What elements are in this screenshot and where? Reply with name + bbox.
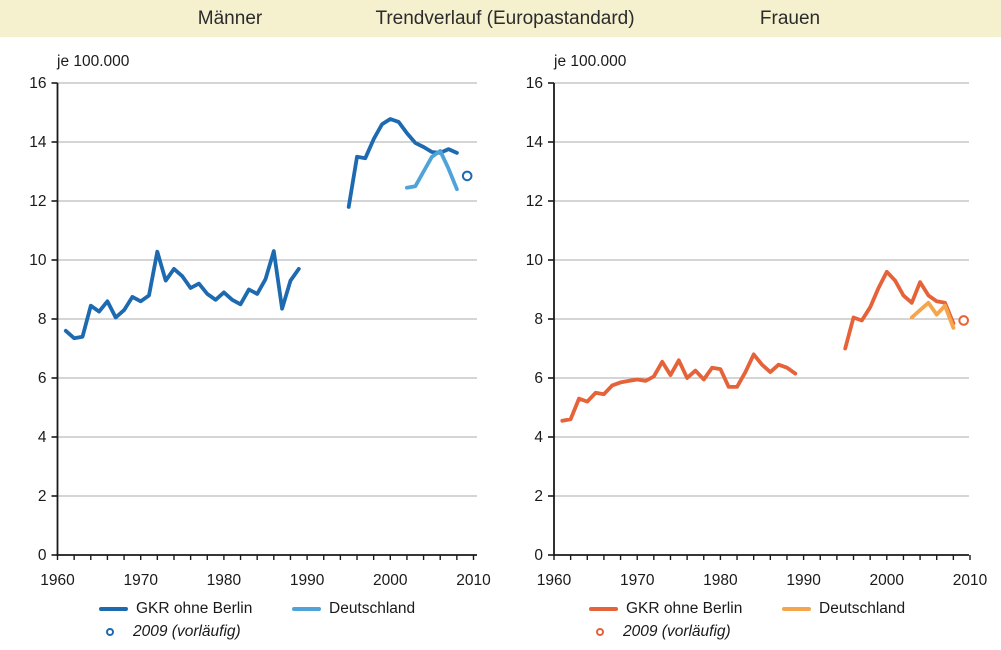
men-ytick-label: 4	[38, 429, 47, 446]
men-panel-title: Männer	[197, 8, 263, 29]
men-xtick-label: 2000	[373, 572, 408, 589]
women-xtick-label: 1970	[620, 572, 655, 589]
women-ytick-label: 16	[526, 75, 543, 92]
women-legend-provisional-label: 2009 (vorläufig)	[623, 623, 731, 640]
women-chart: 0 2 4 6 8 10 12 14 16 1960 1970 1980 1990 2000 2010	[526, 75, 988, 589]
women-ytick-label: 12	[526, 193, 543, 210]
gkr-line-swatch-icon	[589, 606, 618, 612]
men-y-axis-unit-label: je 100.000	[57, 53, 130, 70]
men-xtick-label: 1960	[40, 572, 75, 589]
open-circle-icon	[106, 628, 114, 636]
men-ytick-label: 14	[29, 134, 47, 151]
women-provisional-2009-marker	[958, 315, 969, 326]
men-xtick-label: 1980	[207, 572, 242, 589]
men-chart: 0 2 4 6 8 10 12 14 16 1960 1970 1980 1990 2000 2010	[29, 75, 491, 589]
women-legend-deutschland: Deutschland	[782, 600, 906, 617]
men-ytick-label: 2	[38, 488, 47, 505]
women-y-axis-unit-label: je 100.000	[554, 53, 627, 70]
women-gridlines	[554, 82, 969, 497]
deutschland-line-swatch-icon	[292, 606, 321, 612]
open-circle-icon	[596, 628, 604, 636]
men-ytick-label: 0	[38, 547, 47, 564]
men-ytick-label: 12	[29, 193, 46, 210]
women-ytick-label: 2	[534, 488, 543, 505]
deutschland-line-swatch-icon	[782, 606, 811, 612]
women-xtick-label: 1980	[703, 572, 738, 589]
men-gridlines	[57, 82, 477, 497]
men-legend-provisional: 2009 (vorläufig)	[99, 623, 241, 640]
women-gkr-line	[560, 352, 798, 423]
women-axes: 0 2 4 6 8 10 12 14 16 1960 1970 1980 1990 2000 2010	[526, 75, 988, 589]
men-deutschland-line	[404, 148, 459, 192]
header-band: Männer Trendverlauf (Europastandard) Fra…	[0, 0, 1001, 37]
women-panel-title: Frauen	[759, 8, 821, 29]
men-gkr-line	[346, 117, 459, 209]
men-legend-provisional-label: 2009 (vorläufig)	[133, 623, 241, 640]
women-ytick-label: 6	[534, 370, 543, 387]
men-gkr-line	[63, 249, 301, 341]
women-xtick-label: 1990	[786, 572, 821, 589]
gkr-line-swatch-icon	[99, 606, 128, 612]
men-provisional-2009-marker	[461, 170, 473, 182]
men-legend-deutschland: Deutschland	[292, 600, 416, 617]
women-gkr-line	[843, 269, 956, 351]
women-xtick-label: 1960	[537, 572, 572, 589]
men-axes: 0 2 4 6 8 10 12 14 16 1960 1970 1980 1990 2000 2010	[29, 75, 491, 589]
men-xtick-label: 2010	[456, 572, 491, 589]
women-legend-deutschland-label: Deutschland	[819, 600, 906, 617]
women-legend-gkr: GKR ohne Berlin	[589, 600, 743, 617]
men-legend-gkr: GKR ohne Berlin	[99, 600, 253, 617]
women-ytick-label: 10	[526, 252, 544, 269]
women-xtick-label: 2000	[870, 572, 905, 589]
men-ytick-label: 6	[38, 370, 47, 387]
men-ytick-label: 8	[38, 311, 47, 328]
women-ytick-label: 4	[534, 429, 543, 446]
men-xtick-label: 1990	[290, 572, 325, 589]
women-ytick-label: 14	[526, 134, 544, 151]
men-ytick-label: 16	[29, 75, 46, 92]
women-legend-provisional: 2009 (vorläufig)	[589, 623, 731, 640]
men-ytick-label: 10	[29, 252, 47, 269]
men-legend-gkr-label: GKR ohne Berlin	[136, 600, 253, 617]
women-ytick-label: 0	[534, 547, 543, 564]
men-legend-deutschland-label: Deutschland	[329, 600, 416, 617]
men-xtick-label: 1970	[123, 572, 158, 589]
women-deutschland-line	[909, 300, 956, 330]
women-legend-gkr-label: GKR ohne Berlin	[626, 600, 743, 617]
women-xtick-label: 2010	[953, 572, 988, 589]
women-ytick-label: 8	[534, 311, 543, 328]
figure-title: Trendverlauf (Europastandard)	[375, 8, 635, 29]
